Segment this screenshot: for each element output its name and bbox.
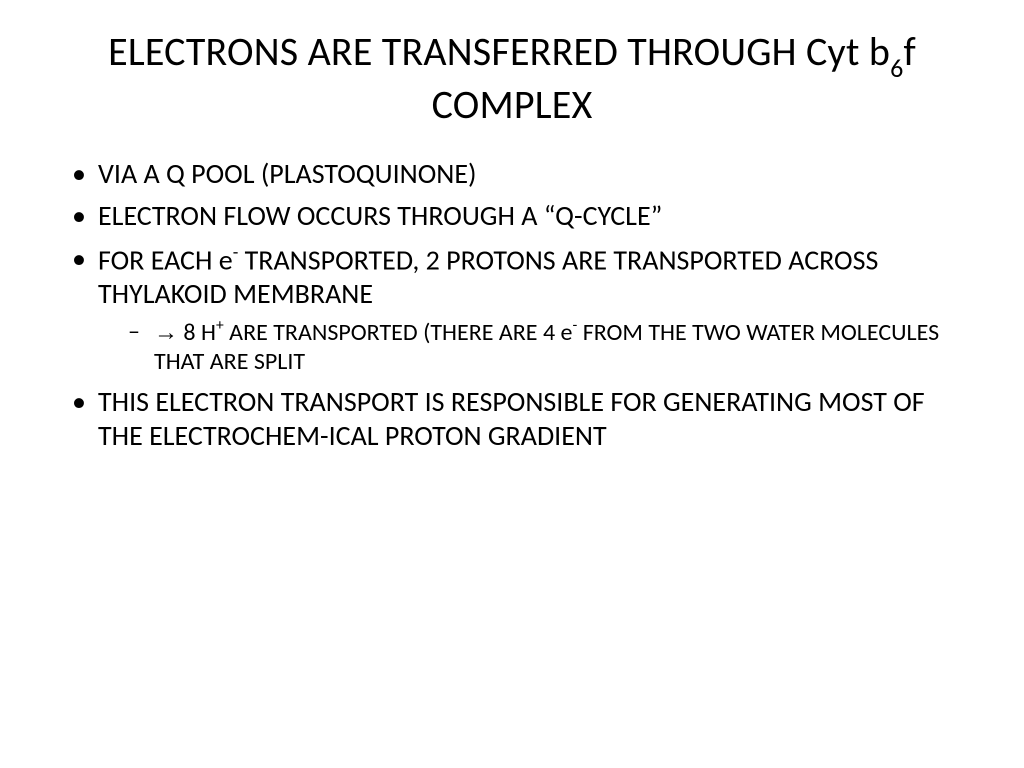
sub-sup2: - [572, 316, 577, 335]
bullet-item: THIS ELECTRON TRANSPORT IS RESPONSIBLE F… [64, 385, 960, 453]
bullet-item: FOR EACH e- TRANSPORTED, 2 PROTONS ARE T… [64, 242, 960, 377]
title-pre: ELECTRONS ARE TRANSFERRED THROUGH Cyt b [108, 27, 890, 76]
bullet-text: ELECTRON FLOW OCCURS THROUGH A “Q-CYCLE” [98, 198, 662, 233]
bullet-text: THIS ELECTRON TRANSPORT IS RESPONSIBLE F… [98, 384, 925, 453]
arrow-icon: → [154, 319, 178, 346]
bullet-text-pre: FOR EACH e [98, 242, 233, 277]
sub-sup1: + [216, 316, 224, 335]
bullet-list: VIA A Q POOL (PLASTOQUINONE) ELECTRON FL… [64, 157, 960, 453]
slide: ELECTRONS ARE TRANSFERRED THROUGH Cyt b6… [0, 0, 1024, 768]
title-subscript: 6 [890, 52, 903, 84]
slide-title: ELECTRONS ARE TRANSFERRED THROUGH Cyt b6… [64, 28, 960, 129]
bullet-item: ELECTRON FLOW OCCURS THROUGH A “Q-CYCLE” [64, 199, 960, 233]
sub-bullet-item: → 8 H+ ARE TRANSPORTED (THERE ARE 4 e- F… [98, 317, 960, 377]
sub-seg1: 8 H [178, 318, 216, 347]
sub-bullet-list: → 8 H+ ARE TRANSPORTED (THERE ARE 4 e- F… [98, 317, 960, 377]
bullet-text: VIA A Q POOL (PLASTOQUINONE) [98, 156, 477, 191]
sub-seg2: ARE TRANSPORTED (THERE ARE 4 e [224, 318, 573, 347]
bullet-superscript: - [233, 241, 239, 263]
bullet-item: VIA A Q POOL (PLASTOQUINONE) [64, 157, 960, 191]
